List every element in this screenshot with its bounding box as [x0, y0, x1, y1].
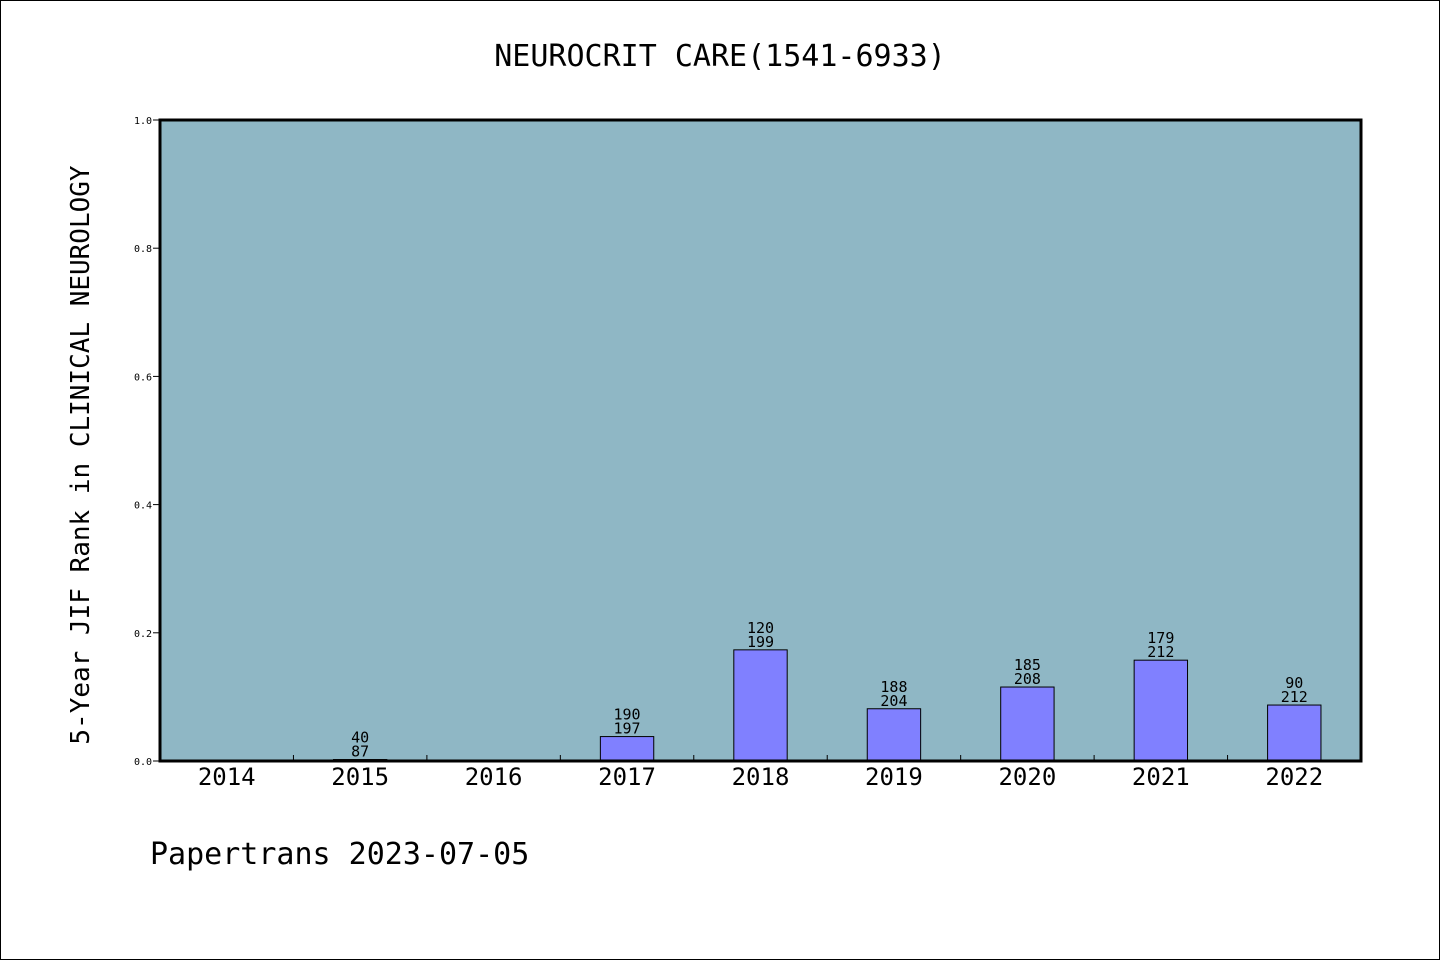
x-tick-label: 2022 — [1265, 763, 1323, 791]
bar-label-total: 199 — [747, 633, 774, 651]
bar-label-rank: 190 — [614, 706, 641, 724]
bar-label-rank: 188 — [880, 678, 907, 696]
bar-label-total: 212 — [1281, 688, 1308, 706]
bar — [1133, 659, 1189, 762]
footer-text: Papertrans 2023-07-05 — [150, 837, 529, 872]
y-tick-label: 0.4 — [134, 501, 152, 512]
y-tick-label: 0.8 — [134, 244, 152, 255]
x-tick-label: 2017 — [598, 763, 656, 791]
x-tick-label: 2018 — [732, 763, 790, 791]
bar-label-rank: 40 — [351, 729, 369, 747]
bar-label-rank: 179 — [1147, 629, 1174, 647]
y-axis-ticks: 0.0 0.2 0.4 0.6 0.8 1.0 — [134, 116, 160, 768]
y-axis-label: 5-Year JIF Rank in CLINICAL NEUROLOGY — [66, 165, 96, 745]
y-tick-label: 1.0 — [134, 116, 152, 127]
bar-label-total: 208 — [1014, 670, 1041, 688]
bar-label-rank: 120 — [747, 619, 774, 637]
bar — [599, 736, 655, 762]
x-tick-label: 2015 — [331, 763, 389, 791]
y-tick-label: 0.0 — [134, 757, 152, 768]
bar-label-rank: 90 — [1285, 674, 1303, 692]
bar-label-rank: 185 — [1014, 656, 1041, 674]
bar-label-total: 204 — [880, 692, 907, 710]
bar — [866, 708, 922, 762]
x-axis-ticks: 2014 2015 2016 2017 2018 2019 2020 2021 2022 — [198, 755, 1323, 791]
bar-label-total: 212 — [1147, 643, 1174, 661]
y-tick-label: 0.2 — [134, 629, 152, 640]
plot-border — [158, 118, 1363, 763]
x-tick-label: 2016 — [465, 763, 523, 791]
chart-title: NEUROCRIT CARE(1541-6933) — [494, 39, 946, 74]
bar — [1000, 686, 1055, 762]
y-tick-label: 0.6 — [134, 372, 152, 383]
bar — [733, 649, 788, 762]
x-tick-label: 2014 — [198, 763, 256, 791]
x-tick-label: 2021 — [1132, 763, 1190, 791]
bar-label-total: 197 — [614, 720, 641, 738]
bar-label-total: 87 — [351, 743, 369, 761]
x-tick-label: 2020 — [998, 763, 1056, 791]
x-tick-label: 2019 — [865, 763, 923, 791]
bar — [1267, 704, 1322, 762]
